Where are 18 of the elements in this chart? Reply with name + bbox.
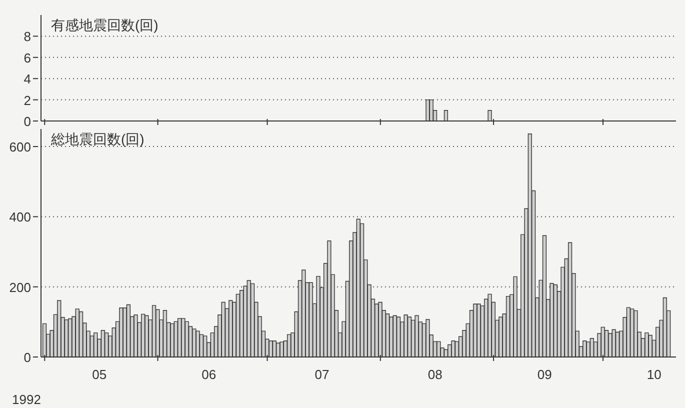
x-tick-label: 10: [646, 367, 662, 382]
y-tick-label: 4: [24, 72, 31, 87]
x-tick-label: 06: [202, 367, 216, 382]
x-tick-label: 08: [428, 367, 442, 382]
y-tick-label: 2: [24, 92, 31, 108]
y-tick-label: 400: [9, 210, 31, 225]
y-axis-title: 有感地震回数(回): [51, 17, 158, 33]
y-tick-label: 600: [9, 140, 31, 155]
y-tick-label: 8: [24, 29, 31, 44]
x-axis-title: 1992: [12, 392, 41, 407]
x-tick-label: 09: [537, 367, 552, 382]
y-axis-title: 総地震回数(回): [50, 131, 144, 147]
x-tick-label: 07: [314, 367, 330, 382]
x-tick-label: 05: [92, 367, 107, 382]
y-tick-label: 0: [24, 350, 31, 365]
y-tick-label: 200: [9, 280, 31, 295]
y-tick-label: 0: [24, 114, 31, 129]
y-tick-label: 6: [24, 50, 31, 66]
